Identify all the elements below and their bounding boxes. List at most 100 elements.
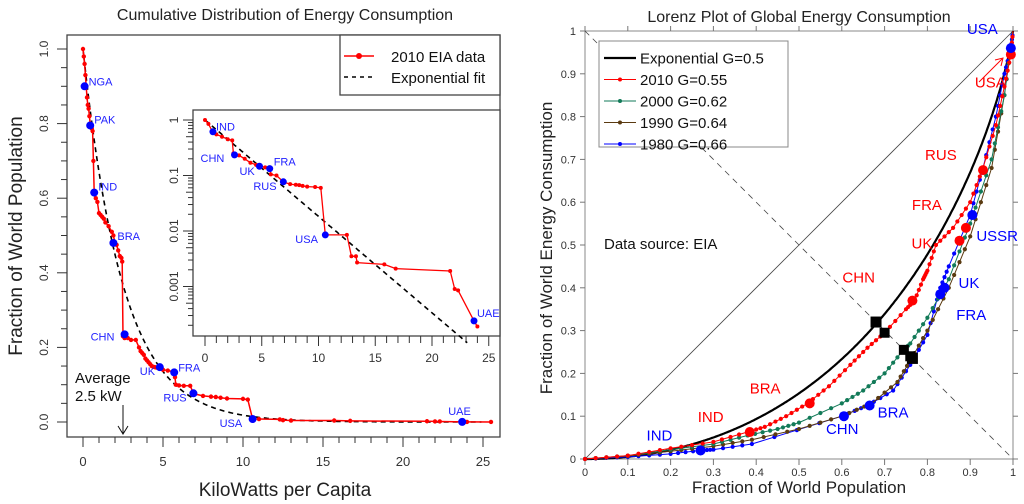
eia-2010-point (280, 417, 286, 423)
lorenz-point-2010 (856, 354, 862, 359)
median-marker (870, 316, 882, 328)
lorenz-point-2000 (916, 328, 921, 333)
country-point (1005, 43, 1016, 54)
x-tick-label: 0.5 (791, 467, 806, 479)
inset-country-point (231, 151, 239, 159)
inset-x-tick-label: 5 (258, 351, 265, 365)
lorenz-point-1980 (916, 347, 921, 352)
lorenz-point-2010 (916, 287, 921, 293)
inset-x-tick-label: 0 (202, 351, 209, 365)
eia-2010-point (119, 255, 124, 261)
inset-country-label: USA (295, 234, 318, 246)
inset-x-tick-label: 10 (312, 351, 326, 365)
lorenz-point-2000 (839, 401, 844, 406)
lorenz-point-2000 (818, 410, 823, 416)
eia-2010-point (128, 337, 134, 343)
lorenz-point-2000 (925, 315, 930, 320)
inset-country-point (255, 162, 263, 170)
x-tick-label: 0.4 (749, 467, 764, 479)
lorenz-point-1980 (711, 447, 716, 452)
lorenz-point-2010 (647, 449, 652, 455)
average-annotation-line1: Average (75, 370, 131, 387)
lorenz-point-2000 (957, 249, 962, 254)
left-legend-item-0: 2010 EIA data (391, 49, 486, 66)
lorenz-point-1990 (888, 385, 894, 390)
right-legend-item: 1990 G=0.64 (640, 115, 727, 132)
lorenz-point-1990 (984, 182, 989, 188)
eia-2010-point (288, 418, 294, 423)
inset-eia-2010-point (242, 156, 247, 161)
inset-y-tick-label: 0.01 (167, 219, 181, 243)
left-chart-title: Cumulative Distribution of Energy Consum… (117, 7, 453, 24)
eia-2010-point (133, 337, 138, 343)
lorenz-point-2000 (786, 423, 791, 428)
lorenz-point-2000 (895, 355, 900, 360)
eia-2010-point (424, 419, 430, 424)
cdf-chart: Cumulative Distribution of Energy Consum… (6, 7, 501, 501)
x-tick-label: 5 (159, 454, 166, 469)
inset-eia-2010-point (475, 324, 480, 329)
eia-2010-point (224, 396, 230, 401)
inset-eia-2010-point (300, 183, 305, 188)
lorenz-point-1990 (773, 432, 778, 437)
usa-arrow-icon (978, 57, 1004, 83)
inset-eia-2010-point (448, 269, 453, 274)
lorenz-point-2010 (800, 404, 805, 409)
lorenz-point-2010 (990, 133, 995, 138)
lorenz-point-2010 (784, 414, 789, 419)
eia-2010-point (188, 383, 193, 389)
inset-frame (192, 109, 501, 337)
lorenz-point-2010 (893, 318, 898, 324)
country-label: RUS (163, 392, 186, 404)
inset-country-label: FRA (274, 157, 297, 169)
inset-eia-2010-point (344, 232, 349, 237)
lorenz-point-1990 (818, 420, 823, 425)
lorenz-point-2010 (1010, 34, 1015, 39)
lorenz-point-2000 (845, 398, 850, 403)
eia-2010-point (120, 259, 125, 264)
eia-2010-point (83, 72, 88, 78)
left-y-axis-label: Fraction of World Population (6, 116, 27, 355)
right-y-axis-label: Fraction of World Energy Consumption (537, 102, 556, 395)
inset-eia-2010-point (220, 134, 225, 139)
lorenz-point-2000 (882, 371, 887, 376)
inset-eia-2010-point (313, 185, 318, 190)
country-label: IND (98, 182, 117, 194)
lorenz-point-1990 (957, 260, 962, 265)
y-tick-label: 1.0 (37, 40, 51, 57)
y-tick-label: 0.6 (37, 190, 51, 207)
lorenz-point-2010 (898, 312, 903, 318)
inset-eia-2010-point (206, 121, 211, 126)
eia-2010-point (208, 394, 214, 399)
lorenz-point-1990 (740, 439, 745, 444)
inset-country-label: UAE (477, 308, 500, 320)
inset-country-label: IND (216, 122, 235, 134)
lorenz-point-1990 (904, 363, 910, 369)
lorenz-point-1990 (882, 390, 887, 395)
lorenz-point-2010 (1005, 68, 1010, 73)
lorenz-point-1990 (898, 374, 903, 379)
lorenz-point-1980 (730, 444, 735, 449)
lorenz-chart: Lorenz Plot of Global Energy Consumption… (537, 9, 1018, 497)
lorenz-point-2000 (930, 306, 935, 311)
lorenz-point-2000 (829, 406, 834, 411)
eia-2010-point (109, 229, 115, 234)
eia-2010-point (101, 216, 107, 221)
eia-2010-point (332, 418, 337, 423)
lorenz-point-1990 (989, 165, 994, 171)
lorenz-point-1980 (708, 447, 713, 452)
lorenz-point-2010 (918, 282, 924, 287)
lorenz-point-2010 (950, 225, 956, 230)
lorenz-point-2010 (593, 456, 598, 461)
lorenz-point-2010 (968, 200, 973, 205)
eia-2010-point (95, 199, 100, 205)
inset-x-tick-label: 15 (369, 351, 383, 365)
lorenz-point-1990 (916, 343, 921, 348)
lorenz-point-2010 (837, 373, 842, 378)
country-point (155, 363, 164, 372)
lorenz-point-1980 (749, 441, 755, 447)
lorenz-point-2010 (625, 453, 630, 458)
lorenz-point-2010 (842, 368, 848, 373)
lorenz-point-2010 (821, 388, 826, 393)
